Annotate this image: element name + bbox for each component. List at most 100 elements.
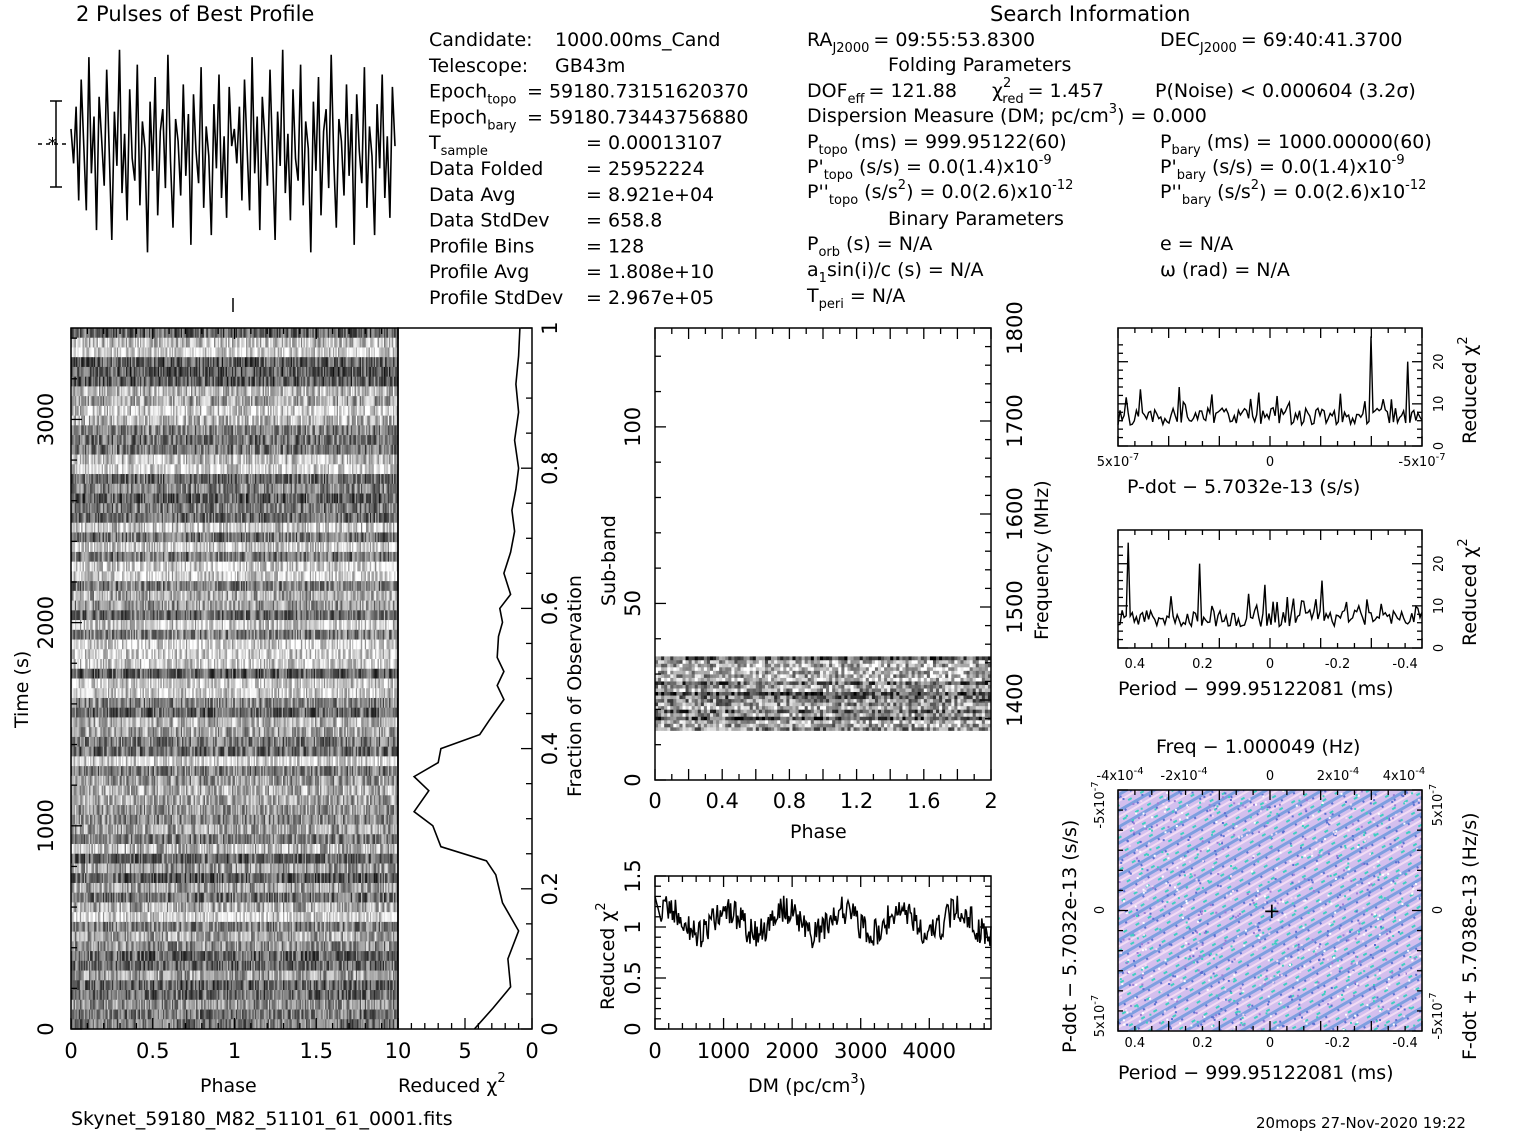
- time-phase-cell: [378, 376, 381, 387]
- time-phase-cell: [277, 328, 280, 339]
- time-phase-cell: [191, 347, 193, 358]
- time-phase-cell: [286, 376, 289, 387]
- time-phase-cell: [207, 357, 210, 368]
- time-phase-cell: [253, 415, 256, 426]
- time-phase-cell: [93, 337, 96, 348]
- time-phase-cell: [267, 357, 270, 368]
- time-phase-cell: [307, 376, 309, 387]
- time-phase-cell: [185, 415, 188, 426]
- time-phase-cell: [82, 376, 85, 387]
- time-phase-cell: [170, 357, 173, 368]
- time-phase-cell: [311, 337, 313, 348]
- time-phase-cell: [169, 357, 171, 368]
- time-phase-cell: [336, 337, 339, 348]
- time-phase-cell: [317, 328, 320, 339]
- time-phase-cell: [198, 328, 201, 339]
- time-phase-cell: [146, 405, 148, 416]
- info-row-label: Candidate:: [429, 29, 533, 51]
- time-phase-cell: [233, 376, 235, 387]
- time-phase-cell: [268, 386, 271, 397]
- time-phase-cell: [73, 366, 76, 377]
- time-phase-cell: [138, 328, 141, 339]
- time-phase-cell: [299, 386, 302, 397]
- time-phase-cell: [194, 337, 197, 348]
- time-phase-cell: [166, 366, 169, 377]
- time-phase-cell: [196, 357, 198, 368]
- time-phase-cell: [210, 396, 212, 407]
- time-phase-cell: [194, 347, 197, 358]
- time-phase-cell: [254, 396, 257, 407]
- time-phase-cell: [321, 328, 323, 339]
- time-phase-cell: [231, 415, 234, 426]
- time-phase-cell: [109, 337, 111, 348]
- time-phase-cell: [244, 366, 247, 377]
- time-phase-cell: [309, 366, 312, 377]
- time-phase-cell: [308, 337, 311, 348]
- time-phase-cell: [230, 328, 233, 339]
- time-phase-cell: [182, 415, 184, 426]
- time-phase-cell: [219, 328, 221, 339]
- time-phase-cell: [221, 405, 224, 416]
- time-phase-cell: [350, 415, 353, 426]
- time-phase-cell: [345, 415, 348, 426]
- time-phase-cell: [110, 405, 113, 416]
- time-phase-cell: [76, 386, 78, 397]
- time-phase-cell: [371, 347, 373, 358]
- time-phase-cell: [203, 357, 206, 368]
- time-phase-cell: [145, 386, 147, 397]
- time-phase-cell: [152, 328, 155, 339]
- time-phase-cell: [197, 337, 200, 348]
- time-phase-cell: [175, 347, 178, 358]
- time-phase-cell: [109, 415, 111, 426]
- time-phase-cell: [192, 386, 194, 397]
- time-phase-cell: [226, 347, 229, 358]
- time-phase-cell: [272, 328, 275, 339]
- time-phase-cell: [238, 366, 240, 377]
- time-phase-cell: [234, 415, 237, 426]
- time-phase-cell: [155, 405, 157, 416]
- time-phase-cell: [138, 415, 141, 426]
- time-phase-cell: [336, 376, 339, 387]
- time-phase-cell: [246, 337, 248, 348]
- time-phase-cell: [169, 337, 171, 348]
- time-phase-cell: [331, 396, 334, 407]
- time-phase-cell: [320, 415, 322, 426]
- time-phase-cell: [219, 357, 221, 368]
- time-phase-cell: [318, 415, 321, 426]
- time-phase-cell: [233, 415, 235, 426]
- time-phase-cell: [344, 366, 346, 377]
- time-phase-cell: [258, 357, 261, 368]
- time-phase-cell: [302, 405, 304, 416]
- time-phase-cell: [247, 386, 249, 397]
- time-phase-cell: [180, 328, 183, 339]
- time-phase-cell: [113, 376, 115, 387]
- time-phase-cell: [118, 386, 120, 397]
- time-phase-cell: [180, 425, 183, 436]
- time-phase-cell: [99, 328, 101, 339]
- time-phase-cell: [329, 357, 331, 368]
- time-phase-cell: [290, 357, 293, 368]
- time-phase-cell: [288, 357, 290, 368]
- time-phase-cell: [281, 328, 284, 339]
- time-phase-cell: [77, 396, 79, 407]
- time-phase-cell: [354, 347, 357, 358]
- time-phase-cell: [194, 405, 197, 416]
- time-phase-cell: [281, 347, 284, 358]
- time-phase-cell: [185, 357, 188, 368]
- time-phase-cell: [223, 357, 225, 368]
- time-phase-cell: [253, 425, 256, 436]
- time-phase-cell: [118, 415, 120, 426]
- time-phase-cell: [101, 357, 104, 368]
- time-phase-cell: [339, 405, 341, 416]
- time-phase-cell: [92, 425, 95, 436]
- time-phase-cell: [258, 405, 261, 416]
- time-phase-cell: [294, 328, 297, 339]
- time-phase-cell: [194, 425, 197, 436]
- time-phase-cell: [276, 415, 279, 426]
- time-phase-cell: [284, 347, 286, 358]
- time-phase-cell: [258, 337, 261, 348]
- time-phase-cell: [341, 396, 344, 407]
- time-phase-cell: [120, 415, 123, 426]
- time-phase-cell: [362, 357, 364, 368]
- time-phase-cell: [119, 366, 122, 377]
